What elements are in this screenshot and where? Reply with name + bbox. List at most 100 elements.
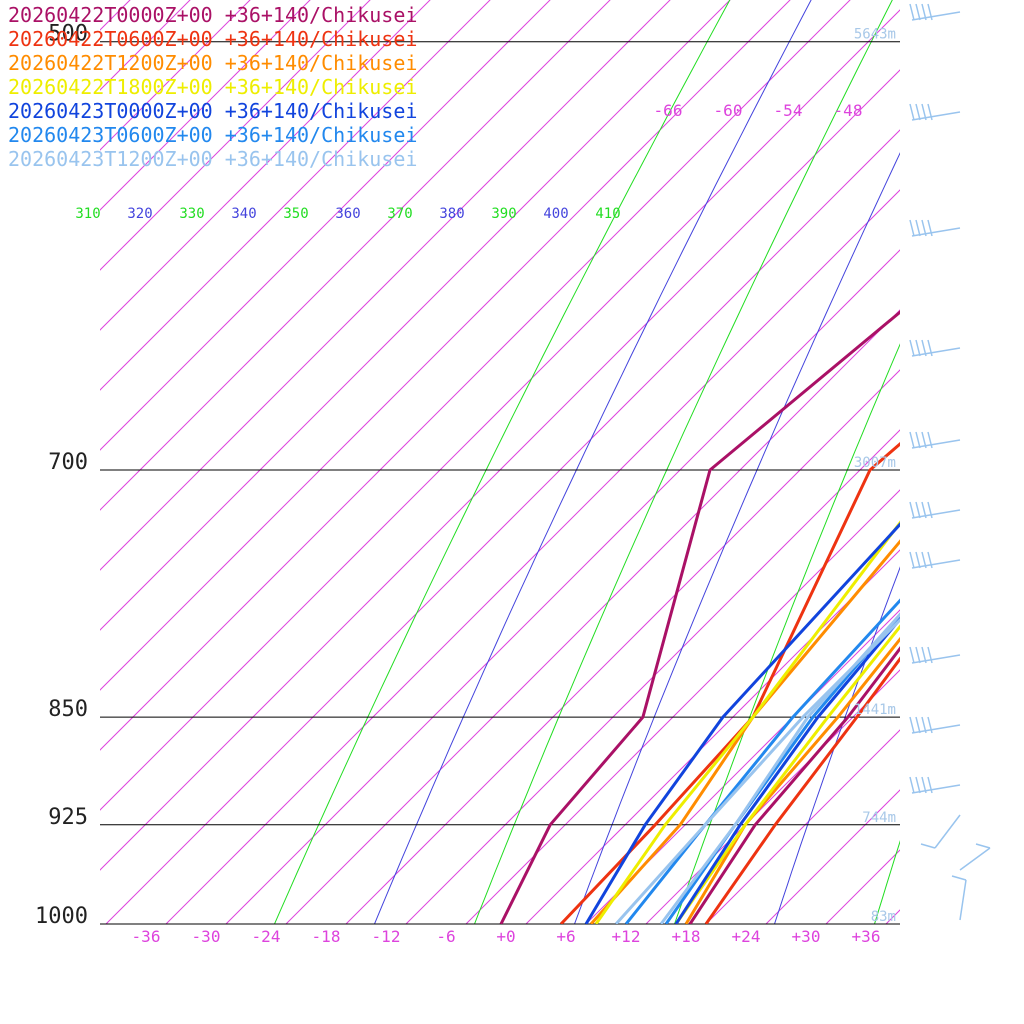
wind-barb-flag [921,501,927,519]
dry-adiabat-line [957,0,1024,986]
wind-barb-flag [915,776,921,794]
theta-label: 310 [75,206,100,222]
wind-barb-flag [921,339,927,357]
dewpoint-profile-3 [594,520,900,924]
wind-barb-flag [909,551,915,569]
wind-barb-flag [909,103,915,121]
wind-barb-staff [959,847,991,871]
height-label: 744m [862,810,896,826]
height-label: 5643m [854,27,896,43]
wind-barb-flag [921,646,927,664]
theta-label: 360 [335,206,360,222]
temperature-profile-2 [684,636,900,924]
wind-barb [909,431,961,449]
temperature-tick-label: -12 [372,927,401,946]
upper-isotherm-label: -48 [834,101,863,120]
wind-barb [909,716,961,734]
isotherm-line [100,0,611,511]
height-label: 83m [871,909,896,925]
isotherm-line [100,9,900,811]
dewpoint-profile-1 [559,441,900,924]
wind-barb-flag [909,339,915,357]
wind-barb-flag [920,843,936,849]
wind-barb-flag [915,431,921,449]
wind-barb-flag [927,219,933,237]
dry-adiabat-line [873,840,900,924]
wind-barb [909,219,961,237]
wind-barb-flag [915,501,921,519]
wind-barb-flag [927,339,933,357]
wind-barb-flag [915,646,921,664]
temperature-profile-4 [674,616,900,924]
theta-label: 350 [283,206,308,222]
wind-barb-staff [934,814,961,849]
dry-adiabat-line [673,343,900,924]
isotherm-line [105,129,900,924]
legend-entry: 20260422T0600Z+00 +36+140/Chikusei [8,27,417,51]
isotherm-line [285,309,900,924]
wind-barb-flag [915,103,921,121]
wind-barb-flag [927,431,933,449]
temperature-profile-5 [664,612,900,924]
isotherm-line [100,0,851,751]
wind-barb [959,843,991,871]
upper-isotherm-label: -66 [654,101,683,120]
isotherm-line [100,69,900,871]
theta-label: 370 [387,206,412,222]
height-label: 1441m [854,702,896,718]
wind-barb [909,776,961,794]
wind-barb-flag [915,339,921,357]
wind-barb-flag [915,3,921,21]
isotherm-line [525,549,900,924]
isotherm-line [100,0,791,691]
isotherm-line [585,609,900,924]
wind-barb-flag [951,875,967,881]
legend-entry: 20260423T1200Z+00 +36+140/Chikusei [8,147,417,171]
dewpoint-profile-0 [499,310,900,924]
dry-adiabat-line [773,566,900,924]
isotherm-line [465,489,900,924]
wind-barb-flag [921,431,927,449]
pressure-label: 925 [48,805,88,830]
pressure-label: 500 [48,22,88,47]
wind-barb-flag [921,551,927,569]
wind-barb [909,501,961,519]
wind-barb-flag [927,551,933,569]
wind-barb-flag [927,3,933,21]
wind-barb-flag [927,776,933,794]
wind-barb-flag [927,501,933,519]
pressure-label: 1000 [35,904,88,929]
temperature-tick-label: +36 [852,927,881,946]
isotherm-line [225,249,900,924]
temperature-tick-label: -30 [192,927,221,946]
wind-barb-flag [927,103,933,121]
temperature-tick-label: +6 [556,927,575,946]
pressure-label: 850 [48,697,88,722]
temperature-profile-0 [688,646,900,924]
temperature-tick-label: +30 [792,927,821,946]
wind-barb [951,875,967,921]
wind-barb-flag [921,103,927,121]
temperature-tick-label: -36 [132,927,161,946]
temperature-tick-label: +18 [672,927,701,946]
theta-label: 390 [491,206,516,222]
dry-adiabat-line [273,0,731,924]
upper-isotherm-label: -54 [774,101,803,120]
isotherm-line [165,189,900,924]
isotherm-line [100,0,251,151]
isotherm-line [100,0,311,211]
temperature-profile-1 [704,656,900,924]
wind-barb-flag [915,219,921,237]
wind-barb-flag [927,646,933,664]
wind-barb-flag [909,219,915,237]
isotherm-line [405,429,900,924]
dry-adiabat-line [373,0,812,924]
wind-barb-flag [909,716,915,734]
wind-barb [909,3,961,21]
temperature-tick-label: +24 [732,927,761,946]
wind-barb-flag [975,843,991,849]
wind-barb-flag [921,3,927,21]
wind-barb-flag [909,431,915,449]
